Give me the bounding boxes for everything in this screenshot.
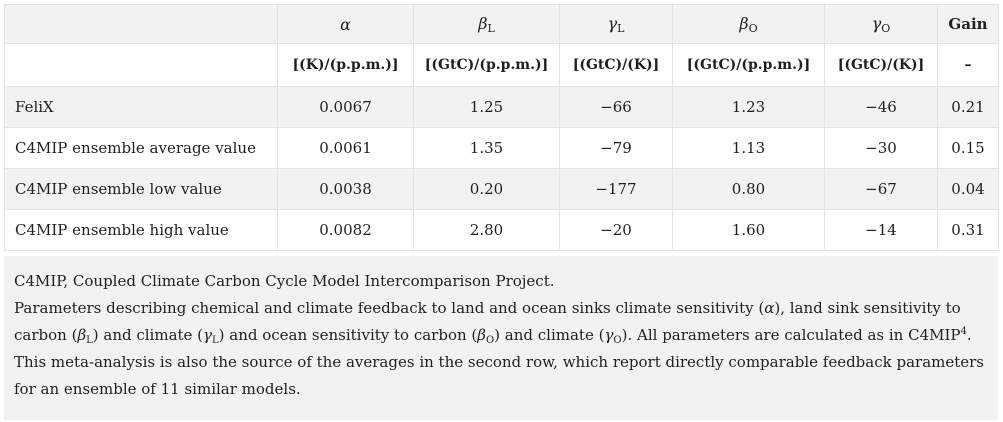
table-cell: 0.21 bbox=[937, 86, 999, 128]
header-symbol-gamma-l: γL bbox=[559, 4, 673, 44]
subscript: O bbox=[881, 21, 891, 35]
row-label: C4MIP ensemble high value bbox=[4, 209, 278, 251]
subscript: L bbox=[617, 21, 625, 35]
alpha-symbol: α bbox=[764, 299, 775, 317]
table-cell: −177 bbox=[559, 168, 673, 210]
caption-text: ) and climate ( bbox=[494, 326, 605, 344]
table-cell: 0.15 bbox=[937, 127, 999, 169]
beta-symbol: β bbox=[739, 13, 749, 33]
reference-superscript: 4 bbox=[960, 326, 967, 337]
subscript: L bbox=[212, 335, 219, 346]
alpha-symbol: α bbox=[340, 14, 351, 34]
subscript: O bbox=[748, 21, 758, 35]
units-header-row: [(K)/(p.p.m.)] [(GtC)/(p.p.m.)] [(GtC)/(… bbox=[4, 43, 999, 87]
gamma-symbol: γ bbox=[203, 326, 212, 344]
table-cell: 0.0061 bbox=[277, 127, 414, 169]
table-cell: −20 bbox=[559, 209, 673, 251]
parameters-table: α βL γL βO γO Gain [(K)/(p.p.m.)] [(GtC)… bbox=[4, 4, 999, 251]
table-cell: −30 bbox=[824, 127, 938, 169]
caption-text: . This meta-analysis is also the source … bbox=[14, 326, 985, 398]
beta-symbol: β bbox=[477, 326, 486, 344]
caption-description: Parameters describing chemical and clima… bbox=[14, 295, 988, 403]
header-symbol-gamma-o: γO bbox=[824, 4, 938, 44]
table-cell: −67 bbox=[824, 168, 938, 210]
gain-label: Gain bbox=[948, 15, 988, 33]
table-row: C4MIP ensemble average value 0.0061 1.35… bbox=[4, 127, 999, 169]
table-cell: 0.0067 bbox=[277, 86, 414, 128]
table-cell: 0.31 bbox=[937, 209, 999, 251]
beta-symbol: β bbox=[77, 326, 87, 344]
gamma-symbol: γ bbox=[604, 326, 614, 344]
caption-text: Parameters describing chemical and clima… bbox=[14, 299, 765, 317]
table-cell: 1.35 bbox=[413, 127, 560, 169]
table-caption: C4MIP, Coupled Climate Carbon Cycle Mode… bbox=[4, 256, 998, 420]
unit-cell: – bbox=[937, 43, 999, 87]
subscript: L bbox=[86, 335, 93, 346]
subscript: O bbox=[485, 335, 495, 346]
header-symbol-beta-o: βO bbox=[672, 4, 825, 44]
caption-abbreviation-line: C4MIP, Coupled Climate Carbon Cycle Mode… bbox=[14, 272, 555, 290]
caption-text: ). All parameters are calculated as in C… bbox=[621, 326, 961, 344]
header-gain: Gain bbox=[937, 4, 999, 44]
table-cell: −46 bbox=[824, 86, 938, 128]
row-label: C4MIP ensemble average value bbox=[4, 127, 278, 169]
header-corner bbox=[4, 4, 278, 44]
table-cell: 0.20 bbox=[413, 168, 560, 210]
gamma-symbol: γ bbox=[607, 13, 618, 33]
beta-symbol: β bbox=[478, 13, 488, 33]
caption-text: ) and climate ( bbox=[92, 326, 204, 344]
table-row: C4MIP ensemble low value 0.0038 0.20 −17… bbox=[4, 168, 999, 210]
table-cell: 1.23 bbox=[672, 86, 825, 128]
header-symbol-beta-l: βL bbox=[413, 4, 560, 44]
table-cell: −14 bbox=[824, 209, 938, 251]
table-cell: 0.80 bbox=[672, 168, 825, 210]
unit-cell: [(GtC)/(K)] bbox=[559, 43, 673, 87]
table-cell: 1.13 bbox=[672, 127, 825, 169]
unit-cell: [(GtC)/(K)] bbox=[824, 43, 938, 87]
table-cell: 0.04 bbox=[937, 168, 999, 210]
caption-text: ) and ocean sensitivity to carbon ( bbox=[218, 326, 478, 344]
table-row: C4MIP ensemble high value 0.0082 2.80 −2… bbox=[4, 209, 999, 251]
subscript: O bbox=[613, 335, 622, 346]
unit-cell: [(GtC)/(p.p.m.)] bbox=[672, 43, 825, 87]
table-row: FeliX 0.0067 1.25 −66 1.23 −46 0.21 bbox=[4, 86, 999, 128]
unit-cell: [(GtC)/(p.p.m.)] bbox=[413, 43, 560, 87]
row-label: FeliX bbox=[4, 86, 278, 128]
table-cell: 1.60 bbox=[672, 209, 825, 251]
gamma-symbol: γ bbox=[871, 13, 882, 33]
row-label: C4MIP ensemble low value bbox=[4, 168, 278, 210]
caption-text: ), land sink sensitivity to carbon ( bbox=[14, 299, 961, 344]
symbol-header-row: α βL γL βO γO Gain bbox=[4, 4, 999, 44]
header-symbol-alpha: α bbox=[277, 4, 414, 44]
table-cell: −66 bbox=[559, 86, 673, 128]
table-cell: 1.25 bbox=[413, 86, 560, 128]
subscript: L bbox=[487, 21, 495, 35]
unit-cell: [(K)/(p.p.m.)] bbox=[277, 43, 414, 87]
table-cell: 2.80 bbox=[413, 209, 560, 251]
table-cell: 0.0082 bbox=[277, 209, 414, 251]
table-cell: 0.0038 bbox=[277, 168, 414, 210]
units-corner bbox=[4, 43, 278, 87]
table-cell: −79 bbox=[559, 127, 673, 169]
